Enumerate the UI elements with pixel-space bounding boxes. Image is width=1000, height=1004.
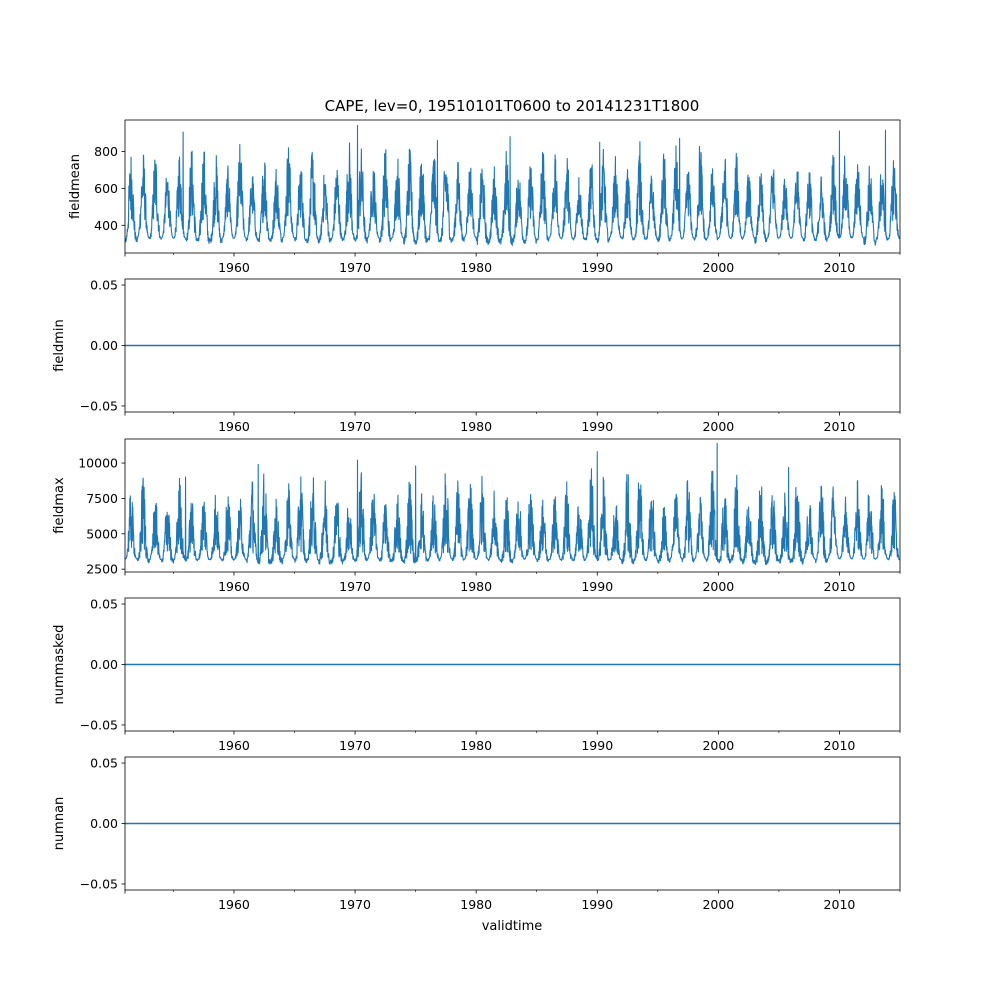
y-tick-label: 800: [94, 144, 118, 159]
x-tick-label: 1970: [339, 738, 371, 753]
x-tick-label: 1960: [218, 260, 250, 275]
series-line-fieldmax: [125, 442, 900, 565]
x-tick-label: 2000: [702, 897, 734, 912]
y-tick-label: 0.00: [90, 657, 118, 672]
x-tick-label: 2000: [702, 419, 734, 434]
x-tick-label: 1960: [218, 897, 250, 912]
x-tick-label: 2000: [702, 260, 734, 275]
y-tick-label: 7500: [86, 491, 118, 506]
x-tick-label: 1980: [460, 260, 492, 275]
panel-fieldmax: 2500 5000 7500 10000 1960 1970 1980 1990 2000 201…: [52, 438, 901, 594]
x-tick-label: 2010: [824, 579, 856, 594]
x-tick-label: 2000: [702, 579, 734, 594]
y-tick-label: 10000: [78, 456, 118, 471]
x-tick-label: 1960: [218, 419, 250, 434]
panel-fieldmin: −0.05 0.00 0.05 1960 1970 1980 1990 2000 2010 fie…: [52, 278, 901, 434]
y-tick-label: 400: [94, 218, 118, 233]
y-tick-label: −0.05: [80, 876, 118, 891]
x-tick-label: 1980: [460, 738, 492, 753]
axes-frame: [124, 119, 901, 254]
x-tick-label: 1960: [218, 738, 250, 753]
x-tick-label: 2000: [702, 738, 734, 753]
y-tick-label: 0.05: [90, 278, 118, 293]
x-tick-label: 1970: [339, 897, 371, 912]
y-tick-label: 0.00: [90, 338, 118, 353]
y-axis-label-nummasked: nummasked: [52, 625, 67, 705]
x-tick-label: 1960: [218, 579, 250, 594]
chart-title: CAPE, lev=0, 19510101T0600 to 20141231T1…: [325, 97, 700, 115]
y-tick-label: 600: [94, 181, 118, 196]
x-tick-label: 1970: [339, 579, 371, 594]
y-tick-label: 0.00: [90, 816, 118, 831]
x-tick-label: 1990: [581, 579, 613, 594]
x-tick-label: 2010: [824, 419, 856, 434]
y-tick-label: −0.05: [80, 398, 118, 413]
x-tick-label: 1980: [460, 419, 492, 434]
x-tick-label: 2010: [824, 260, 856, 275]
panel-nummasked: −0.05 0.00 0.05 1960 1970 1980 1990 2000 2010 num…: [52, 597, 901, 753]
y-tick-label: −0.05: [80, 717, 118, 732]
y-axis-label-fieldmax: fieldmax: [52, 477, 67, 534]
x-tick-label: 1980: [460, 579, 492, 594]
y-axis-label-fieldmin: fieldmin: [52, 319, 67, 372]
x-axis-label: validtime: [482, 919, 543, 934]
x-tick-label: 1980: [460, 897, 492, 912]
series-line-fieldmean: [125, 124, 900, 246]
y-tick-label: 0.05: [90, 597, 118, 612]
y-tick-label: 2500: [86, 562, 118, 577]
axes-frame: [124, 438, 901, 573]
y-axis-label-numnan: numnan: [52, 797, 67, 851]
y-axis-label-fieldmean: fieldmean: [68, 154, 83, 219]
x-tick-label: 1990: [581, 897, 613, 912]
panel-fieldmean: 400 600 800 1960 1970 1980 1990 2000 2010 fieldme…: [68, 119, 901, 275]
x-tick-label: 2010: [824, 738, 856, 753]
x-tick-label: 1990: [581, 738, 613, 753]
x-tick-label: 2010: [824, 897, 856, 912]
y-tick-label: 5000: [86, 526, 118, 541]
y-tick-label: 0.05: [90, 756, 118, 771]
x-tick-label: 1970: [339, 419, 371, 434]
x-tick-label: 1990: [581, 260, 613, 275]
x-tick-label: 1990: [581, 419, 613, 434]
x-tick-label: 1970: [339, 260, 371, 275]
panel-numnan: −0.05 0.00 0.05 1960 1970 1980 1990 2000 2010 num…: [52, 756, 901, 912]
